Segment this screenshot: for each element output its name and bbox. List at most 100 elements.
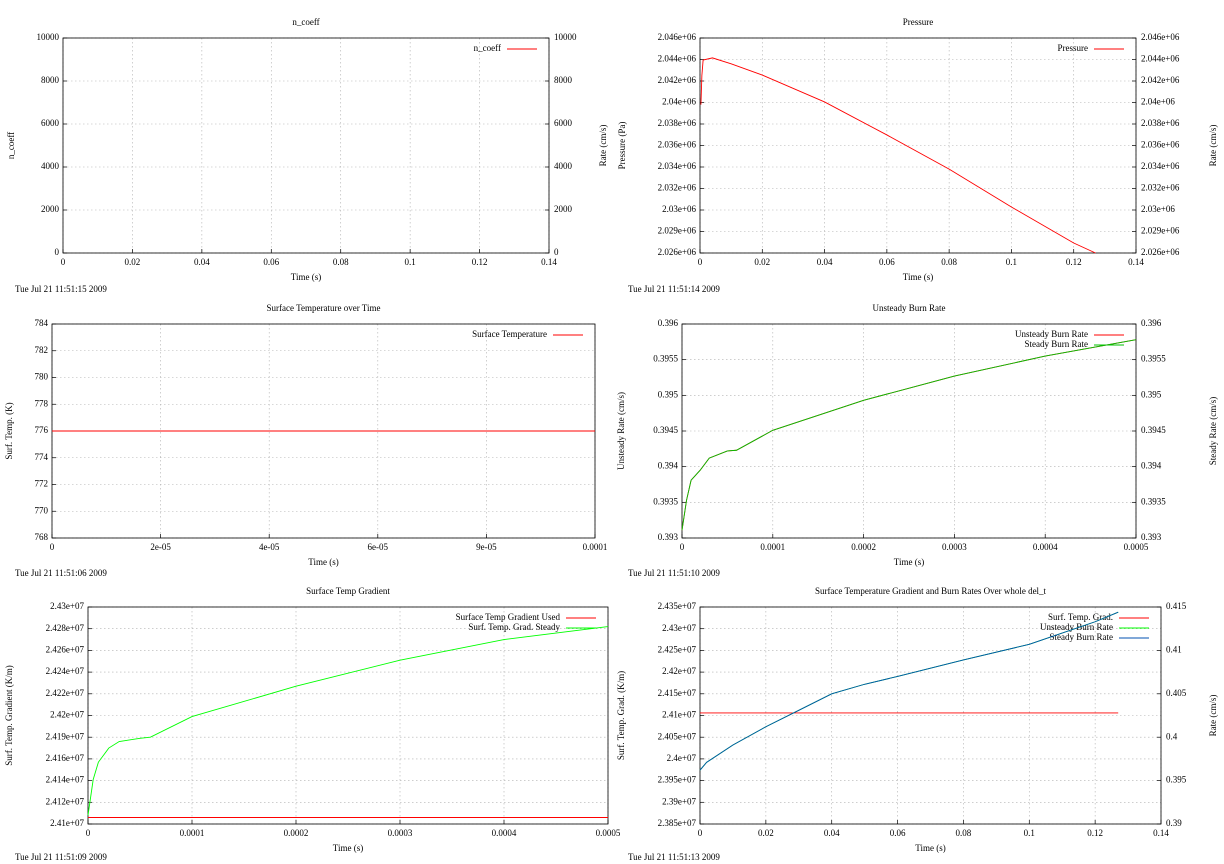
x-tick-label: 9e-05 [476, 542, 497, 552]
x-tick-label: 0.14 [1128, 257, 1144, 267]
x-tick-label: 0 [698, 828, 703, 838]
chart: Surface Temperature Gradient and Burn Ra… [616, 586, 1218, 862]
chart-title: Surface Temp Gradient [306, 586, 390, 596]
y2-tick-label: 0.39 [1166, 818, 1182, 828]
x-tick-label: 0.04 [817, 257, 833, 267]
y-tick-label: 2.416e+07 [46, 753, 85, 763]
y-tick-label: 2.385e+07 [658, 818, 697, 828]
y-tick-label: 778 [35, 398, 49, 408]
timestamp: Tue Jul 21 11:51:13 2009 [628, 852, 720, 862]
x-tick-label: 0.06 [890, 828, 906, 838]
x-tick-label: 0 [680, 542, 685, 552]
y-axis-label: Surf. Temp. (K) [4, 402, 14, 459]
x-tick-label: 0.1 [1006, 257, 1017, 267]
y-tick-label: 2.426e+07 [46, 644, 85, 654]
y-tick-label: 0 [55, 247, 60, 257]
y2-tick-label: 2.04e+06 [1141, 97, 1175, 107]
y2-tick-label: 2.038e+06 [1141, 118, 1180, 128]
chart-title: Pressure [903, 17, 934, 27]
x-tick-label: 0.12 [472, 257, 488, 267]
y-tick-label: 2.038e+06 [658, 118, 697, 128]
y-tick-label: 2.03e+06 [662, 204, 696, 214]
timestamp: Tue Jul 21 11:51:09 2009 [15, 852, 107, 862]
y2-tick-label: 8000 [554, 75, 573, 85]
y-tick-label: 4000 [41, 161, 60, 171]
y-tick-label: 2.43e+07 [662, 623, 696, 633]
y-tick-label: 2.43e+07 [50, 601, 84, 611]
chart-title: Unsteady Burn Rate [873, 303, 946, 313]
legend-label: n_coeff [474, 43, 501, 53]
y2-tick-label: 0.395 [1141, 389, 1162, 399]
chart: Pressure Time (s) Pressure (Pa) Rate (cm/s)… [617, 17, 1218, 294]
y-tick-label: 10000 [37, 32, 60, 42]
y2-tick-label: 6000 [554, 118, 573, 128]
y-tick-label: 768 [35, 532, 49, 542]
y-tick-label: 2.04e+06 [662, 97, 696, 107]
x-tick-label: 0.12 [1066, 257, 1082, 267]
y2-tick-label: 2000 [554, 204, 573, 214]
y2-tick-label: 2.03e+06 [1141, 204, 1175, 214]
x-tick-label: 0.02 [125, 257, 141, 267]
legend-label: Steady Burn Rate [1050, 632, 1114, 642]
y-tick-label: 2.046e+06 [658, 32, 697, 42]
timestamp: Tue Jul 21 11:51:06 2009 [15, 568, 107, 578]
x-tick-label: 0.14 [1153, 828, 1169, 838]
x-tick-label: 0.0001 [760, 542, 785, 552]
x-axis-label: Time (s) [894, 557, 924, 567]
y2-tick-label: 10000 [554, 32, 577, 42]
y-tick-label: 2.032e+06 [658, 183, 697, 193]
x-axis-label: Time (s) [333, 843, 363, 853]
y-tick-label: 2.435e+07 [658, 601, 697, 611]
x-tick-label: 0.08 [956, 828, 972, 838]
y2-tick-label: 0.3955 [1141, 354, 1166, 364]
y-tick-label: 2.029e+06 [658, 226, 697, 236]
y2-tick-label: 2.036e+06 [1141, 140, 1180, 150]
timestamp: Tue Jul 21 11:51:10 2009 [628, 568, 720, 578]
x-tick-label: 0.14 [541, 257, 557, 267]
x-tick-label: 0.0003 [942, 542, 967, 552]
y-tick-label: 2.425e+07 [658, 644, 697, 654]
x-tick-label: 2e-05 [150, 542, 171, 552]
y-tick-label: 2.044e+06 [658, 54, 697, 64]
y-tick-label: 0.393 [658, 532, 679, 542]
x-tick-label: 0.0001 [583, 542, 608, 552]
y-tick-label: 0.396 [658, 318, 679, 328]
x-tick-label: 0.12 [1087, 828, 1103, 838]
y-tick-label: 2.419e+07 [46, 731, 85, 741]
timestamp: Tue Jul 21 11:51:14 2009 [628, 284, 720, 294]
plot-frame [62, 37, 550, 254]
y2-tick-label: 0 [554, 247, 559, 257]
x-tick-label: 0 [86, 828, 91, 838]
y2-tick-label: 2.034e+06 [1141, 161, 1180, 171]
x-axis-label: Time (s) [308, 557, 338, 567]
y2-tick-label: 0.41 [1166, 644, 1182, 654]
y-axis-label: Surf. Temp. Grad. (K/m) [616, 671, 626, 760]
y-axis-label: n_coeff [6, 132, 16, 159]
x-tick-label: 0.02 [754, 257, 770, 267]
y-tick-label: 780 [35, 372, 49, 382]
y2-tick-label: 0.395 [1166, 775, 1187, 785]
y-tick-label: 772 [35, 479, 49, 489]
legend-label: Surface Temperature [472, 329, 547, 339]
x-tick-label: 0.04 [824, 828, 840, 838]
y-tick-label: 770 [35, 505, 49, 515]
y-tick-label: 6000 [41, 118, 60, 128]
chart: Surface Temperature over Time Time (s) Sur… [4, 303, 607, 578]
y2-tick-label: 0.394 [1141, 461, 1162, 471]
y-tick-label: 2.42e+07 [50, 710, 84, 720]
y2-tick-label: 2.046e+06 [1141, 32, 1180, 42]
y-tick-label: 2.395e+07 [658, 775, 697, 785]
y-tick-label: 2.036e+06 [658, 140, 697, 150]
data-line [87, 626, 609, 816]
y-tick-label: 2.422e+07 [46, 688, 85, 698]
plot-frame [681, 323, 1137, 539]
y2-tick-label: 4000 [554, 161, 573, 171]
x-tick-label: 0.0001 [180, 828, 205, 838]
y-tick-label: 0.3935 [653, 496, 678, 506]
x-axis-label: Time (s) [915, 843, 945, 853]
y-tick-label: 2.415e+07 [658, 688, 697, 698]
timestamp: Tue Jul 21 11:51:15 2009 [15, 284, 107, 294]
y-axis-label: Unsteady Rate (cm/s) [616, 392, 626, 470]
x-tick-label: 4e-05 [259, 542, 280, 552]
y-tick-label: 784 [35, 318, 49, 328]
